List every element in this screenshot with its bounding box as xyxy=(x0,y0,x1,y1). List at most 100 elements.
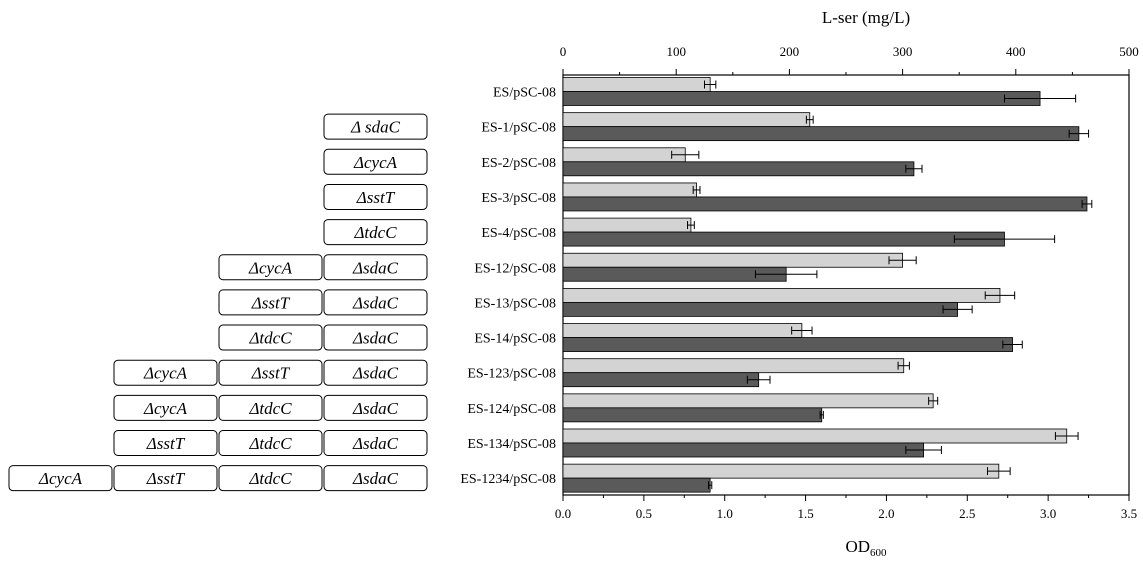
gene-box xyxy=(113,465,218,492)
gene-box xyxy=(113,430,218,456)
gene-box xyxy=(323,359,428,386)
gene-label: ΔsstT xyxy=(251,293,291,312)
gene-label: ΔcycA xyxy=(143,364,188,383)
bar-od600 xyxy=(562,477,711,493)
strain-labels: ES/pSC-08 ES-1/pSC-08 ES-2/pSC-08 ES-3/pSC-… xyxy=(460,86,556,488)
top-tick-label: 400 xyxy=(1006,44,1026,59)
gene-box xyxy=(218,289,323,316)
gene-box xyxy=(323,183,428,210)
gene-label: ΔsdaC xyxy=(352,329,399,348)
bar-lser xyxy=(562,77,711,92)
bar-od600 xyxy=(562,301,958,317)
gene-box xyxy=(113,394,218,421)
bar-od600 xyxy=(562,266,787,282)
gene-label: ΔtdcC xyxy=(248,399,292,418)
strain-label: ES-13/pSC-08 xyxy=(474,296,556,311)
bottom-tick-label: 1.5 xyxy=(797,506,813,521)
strain-label: ES-2/pSC-08 xyxy=(481,156,556,171)
gene-box xyxy=(323,430,428,456)
gene-box xyxy=(218,359,323,386)
gene-box xyxy=(323,394,428,421)
gene-label: ΔcycA xyxy=(143,399,188,418)
strain-label: ES-124/pSC-08 xyxy=(467,402,556,417)
bar-od600 xyxy=(562,161,915,177)
gene-box xyxy=(113,359,218,386)
bar-od600 xyxy=(562,126,1080,142)
bar-lser xyxy=(562,358,905,374)
top-axis: 0 100 200 300 400 500 xyxy=(560,44,1139,75)
gene-boxes: Δ sdaC ΔcycA ΔsstT ΔtdcC ΔcycA ΔsdaC ΔsstT Δsda… xyxy=(8,113,428,492)
gene-label: ΔsdaC xyxy=(352,399,399,418)
gene-box xyxy=(218,430,323,456)
gene-label: ΔtdcC xyxy=(248,434,292,453)
gene-label: ΔsdaC xyxy=(352,469,399,488)
strain-label: ES-1/pSC-08 xyxy=(481,121,556,136)
gene-label: ΔsstT xyxy=(146,469,186,488)
gene-box xyxy=(323,324,428,351)
bar-lser xyxy=(562,393,934,409)
bottom-tick-label: 1.0 xyxy=(717,506,733,521)
bottom-tick-label: 2.0 xyxy=(878,506,894,521)
bar-lser xyxy=(562,112,811,128)
gene-label: ΔsdaC xyxy=(352,258,399,277)
gene-label: ΔcycA xyxy=(353,153,398,172)
gene-box xyxy=(218,394,323,421)
bar-od600 xyxy=(562,337,1013,352)
strain-label: ES-3/pSC-08 xyxy=(481,191,556,206)
top-tick-label: 100 xyxy=(666,44,686,59)
top-tick-label: 0 xyxy=(560,44,567,59)
gene-label: ΔtdcC xyxy=(248,469,292,488)
bar-lser xyxy=(562,217,692,233)
gene-box xyxy=(218,465,323,492)
bottom-tick-label: 2.5 xyxy=(959,506,975,521)
gene-box xyxy=(323,254,428,281)
gene-label: ΔtdcC xyxy=(248,329,292,348)
strain-label: ES-4/pSC-08 xyxy=(481,226,556,241)
gene-label: ΔsstT xyxy=(356,188,396,207)
bar-od600 xyxy=(562,442,925,458)
bars xyxy=(562,77,1093,493)
strain-label: ES-14/pSC-08 xyxy=(474,332,556,347)
top-tick-label: 200 xyxy=(780,44,800,59)
bar-od600 xyxy=(562,231,1005,247)
strain-label: ES/pSC-08 xyxy=(493,86,556,101)
bar-lser xyxy=(562,287,1001,303)
bar-od600 xyxy=(562,407,823,423)
bottom-axis-title-main: OD xyxy=(845,537,870,556)
gene-box xyxy=(323,465,428,492)
bottom-axis: 0.0 0.5 1.0 1.5 2.0 2.5 3.0 3.5 xyxy=(555,495,1137,521)
gene-label: ΔcycA xyxy=(38,469,83,488)
bar-lser xyxy=(562,252,904,268)
strain-label: ES-134/pSC-08 xyxy=(467,437,556,452)
bar-od600 xyxy=(562,91,1041,106)
bar-od600 xyxy=(562,196,1088,212)
bar-lser xyxy=(562,463,1000,479)
gene-label: ΔtdcC xyxy=(353,223,397,242)
gene-label: ΔsstT xyxy=(146,434,186,453)
top-tick-label: 500 xyxy=(1119,44,1139,59)
gene-box xyxy=(323,148,428,175)
bottom-tick-label: 0.0 xyxy=(555,506,571,521)
strain-label: ES-12/pSC-08 xyxy=(474,261,556,276)
gene-label: ΔsdaC xyxy=(352,293,399,312)
strain-label: ES-1234/pSC-08 xyxy=(460,472,556,487)
gene-box xyxy=(218,254,323,281)
gene-label: ΔsstT xyxy=(251,364,291,383)
bottom-axis-title: OD600 xyxy=(845,537,887,559)
gene-label: ΔcycA xyxy=(248,258,293,277)
top-tick-label: 300 xyxy=(893,44,913,59)
bottom-tick-label: 3.0 xyxy=(1040,506,1056,521)
gene-label: ΔsdaC xyxy=(352,364,399,383)
gene-box xyxy=(8,465,113,492)
gene-label: ΔsdaC xyxy=(352,434,399,453)
bottom-axis-title-sub: 600 xyxy=(870,547,887,559)
gene-box xyxy=(218,324,323,351)
bar-lser xyxy=(562,428,1068,444)
strain-label: ES-123/pSC-08 xyxy=(467,367,556,382)
bottom-tick-label: 0.5 xyxy=(636,506,652,521)
gene-label: Δ sdaC xyxy=(350,118,401,137)
gene-box xyxy=(323,113,428,140)
bar-lser xyxy=(562,147,686,163)
bar-lser xyxy=(562,323,803,338)
